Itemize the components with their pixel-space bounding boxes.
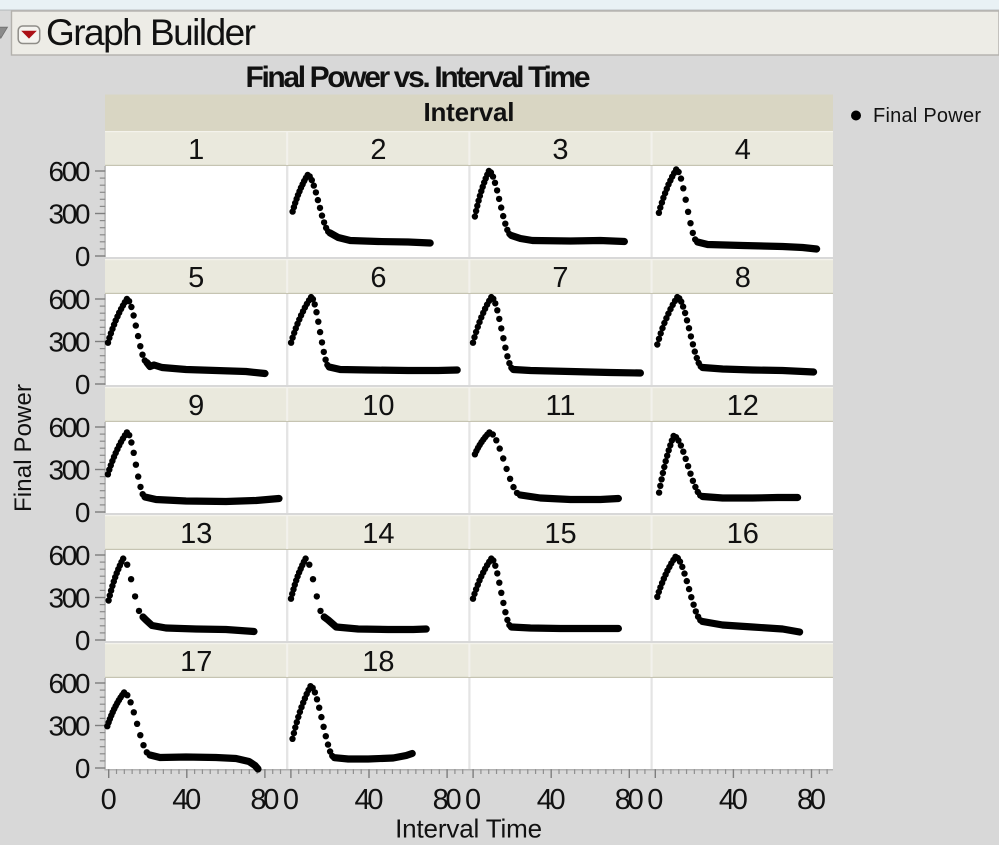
svg-text:Graph Builder: Graph Builder	[46, 12, 256, 53]
svg-text:600: 600	[49, 156, 91, 187]
svg-text:600: 600	[49, 284, 91, 315]
svg-text:40: 40	[719, 784, 748, 816]
svg-text:7: 7	[552, 262, 568, 294]
svg-text:0: 0	[647, 784, 663, 816]
svg-text:0: 0	[75, 369, 91, 400]
svg-text:13: 13	[180, 518, 212, 550]
svg-text:0: 0	[75, 497, 91, 528]
svg-text:Interval Time: Interval Time	[395, 814, 542, 844]
svg-text:80: 80	[615, 784, 644, 816]
svg-text:80: 80	[797, 784, 826, 816]
svg-text:40: 40	[355, 784, 384, 816]
svg-text:5: 5	[188, 262, 204, 294]
svg-text:10: 10	[362, 390, 394, 422]
svg-text:16: 16	[727, 518, 759, 550]
svg-text:0: 0	[75, 241, 91, 272]
svg-text:17: 17	[180, 646, 212, 678]
svg-text:Final Power vs. Interval Time: Final Power vs. Interval Time	[246, 61, 591, 94]
svg-text:0: 0	[75, 753, 91, 784]
svg-text:14: 14	[362, 518, 394, 550]
svg-text:2: 2	[370, 134, 386, 166]
svg-text:18: 18	[362, 646, 394, 678]
svg-text:4: 4	[735, 134, 751, 166]
svg-text:0: 0	[465, 784, 481, 816]
svg-text:600: 600	[49, 540, 91, 571]
svg-text:Final Power: Final Power	[873, 105, 981, 127]
svg-text:6: 6	[370, 262, 386, 294]
svg-text:0: 0	[283, 784, 299, 816]
svg-text:9: 9	[188, 390, 204, 422]
svg-text:0: 0	[101, 784, 117, 816]
svg-text:3: 3	[552, 134, 568, 166]
svg-text:300: 300	[49, 583, 91, 614]
svg-text:600: 600	[49, 668, 91, 699]
svg-text:80: 80	[250, 784, 279, 816]
svg-text:11: 11	[545, 390, 575, 422]
svg-text:300: 300	[49, 199, 91, 230]
svg-text:Interval: Interval	[424, 97, 515, 127]
svg-text:600: 600	[49, 412, 91, 443]
svg-text:300: 300	[49, 327, 91, 358]
svg-text:0: 0	[75, 625, 91, 656]
svg-text:12: 12	[727, 390, 759, 422]
svg-text:300: 300	[49, 711, 91, 742]
svg-text:40: 40	[172, 784, 201, 816]
svg-text:Final Power: Final Power	[10, 384, 37, 512]
svg-text:15: 15	[544, 518, 576, 550]
svg-text:80: 80	[433, 784, 462, 816]
svg-text:8: 8	[735, 262, 751, 294]
svg-text:40: 40	[537, 784, 566, 816]
svg-text:300: 300	[49, 455, 91, 486]
svg-text:1: 1	[188, 134, 204, 166]
